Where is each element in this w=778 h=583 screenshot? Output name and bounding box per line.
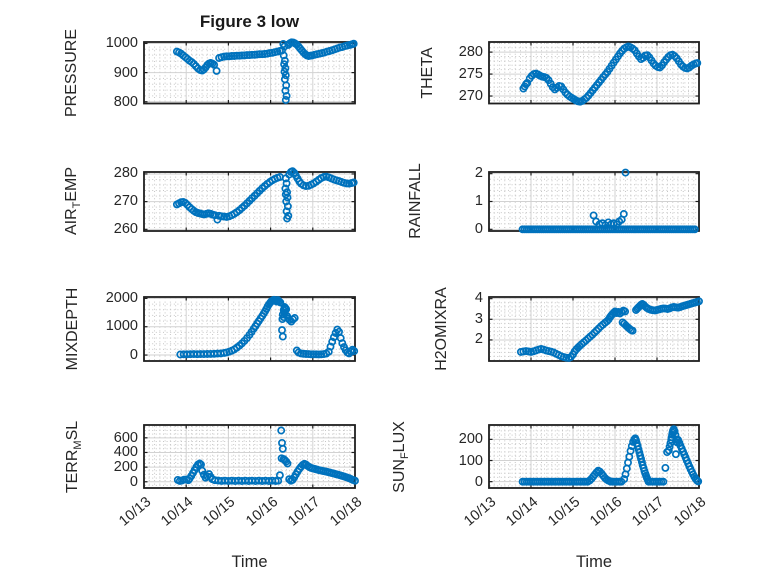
ylabel-text: AIR [63, 208, 80, 236]
y-tick-label: 280 [458, 44, 483, 61]
y-tick-label: 0 [474, 473, 483, 490]
y-tick-label: 2 [474, 331, 483, 348]
axis-box [143, 424, 356, 489]
plot-area-SUN_FLUX [488, 424, 703, 489]
y-tick-label: 270 [458, 88, 483, 105]
ylabel-text: MIXDEPTH [64, 287, 81, 370]
scatter-series-MIXDEPTH [176, 295, 359, 358]
plot-area-THETA [488, 41, 702, 106]
ylabel-text: EMP [63, 166, 80, 202]
figure-title: Figure 3 low [199, 12, 300, 31]
plot-area-TERR_MSL [143, 424, 359, 489]
scatter-series-RAINFALL [518, 168, 699, 233]
ylabel-text: H2OMIXRA [433, 286, 450, 371]
y-tick-label: 270 [113, 193, 138, 210]
ylabel-text: THETA [419, 47, 436, 99]
ylabel-MIXDEPTH: MIXDEPTH [64, 259, 84, 399]
y-tick-label: 400 [113, 444, 138, 461]
y-tick-label: 800 [113, 93, 138, 110]
y-tick-label: 200 [458, 431, 483, 448]
y-tick-label: 1000 [105, 318, 138, 335]
ylabel-text: SUN [391, 458, 408, 493]
scatter-series-PRESSURE [172, 38, 358, 104]
plot-area-AIR_TEMP [143, 166, 358, 232]
y-tick-label: 600 [113, 429, 138, 446]
scatter-series-AIR_TEMP [172, 166, 358, 224]
y-tick-label: 0 [474, 220, 483, 237]
ylabel-THETA: THETA [419, 3, 439, 143]
y-tick-label: 280 [113, 165, 138, 182]
scatter-series-THETA [519, 42, 702, 106]
ylabel-SUN_FLUX: SUNFLUX [391, 387, 411, 527]
minor-grid [145, 172, 354, 230]
x-axis-label-left: Time [231, 553, 268, 571]
y-tick-label: 275 [458, 66, 483, 83]
plot-area-MIXDEPTH [143, 295, 359, 362]
scatter-series-SUN_FLUX [518, 425, 703, 486]
plot-area-H2OMIXRA [488, 295, 703, 362]
ylabel-TERR_MSL: TERRMSL [64, 387, 84, 527]
ylabel-text: TERR [64, 449, 81, 493]
ylabel-text: LUX [391, 420, 408, 452]
ylabel-subscript: M [72, 439, 85, 450]
scatter-series-H2OMIXRA [516, 296, 703, 362]
y-tick-label: 100 [458, 452, 483, 469]
ylabel-text: PRESSURE [63, 28, 80, 117]
y-tick-label: 0 [129, 473, 138, 490]
y-tick-label: 3 [474, 310, 483, 327]
y-tick-label: 2 [474, 165, 483, 182]
axis-box [143, 41, 356, 105]
ylabel-text: SL [64, 420, 81, 440]
y-tick-label: 2000 [105, 289, 138, 306]
y-tick-label: 900 [113, 64, 138, 81]
plot-area-RAINFALL [488, 168, 700, 233]
axis-box [143, 170, 356, 232]
ylabel-AIR_TEMP: AIRTEMP [63, 131, 83, 271]
major-grid [489, 42, 699, 104]
scatter-series-TERR_MSL [173, 426, 359, 485]
x-axis-label-right: Time [575, 553, 613, 571]
ylabel-text: RAINFALL [407, 163, 424, 239]
ylabel-subscript: F [399, 451, 412, 459]
ylabel-RAINFALL: RAINFALL [407, 131, 427, 271]
y-tick-label: 1000 [105, 35, 138, 52]
y-tick-label: 0 [129, 346, 138, 363]
ylabel-subscript: T [71, 201, 84, 209]
ylabel-H2OMIXRA: H2OMIXRA [433, 259, 453, 399]
y-tick-label: 1 [474, 193, 483, 209]
y-tick-label: 4 [474, 290, 483, 307]
ylabel-PRESSURE: PRESSURE [63, 3, 83, 143]
y-tick-label: 200 [113, 459, 138, 476]
y-tick-label: 260 [113, 220, 138, 237]
plot-area-PRESSURE [143, 38, 358, 105]
